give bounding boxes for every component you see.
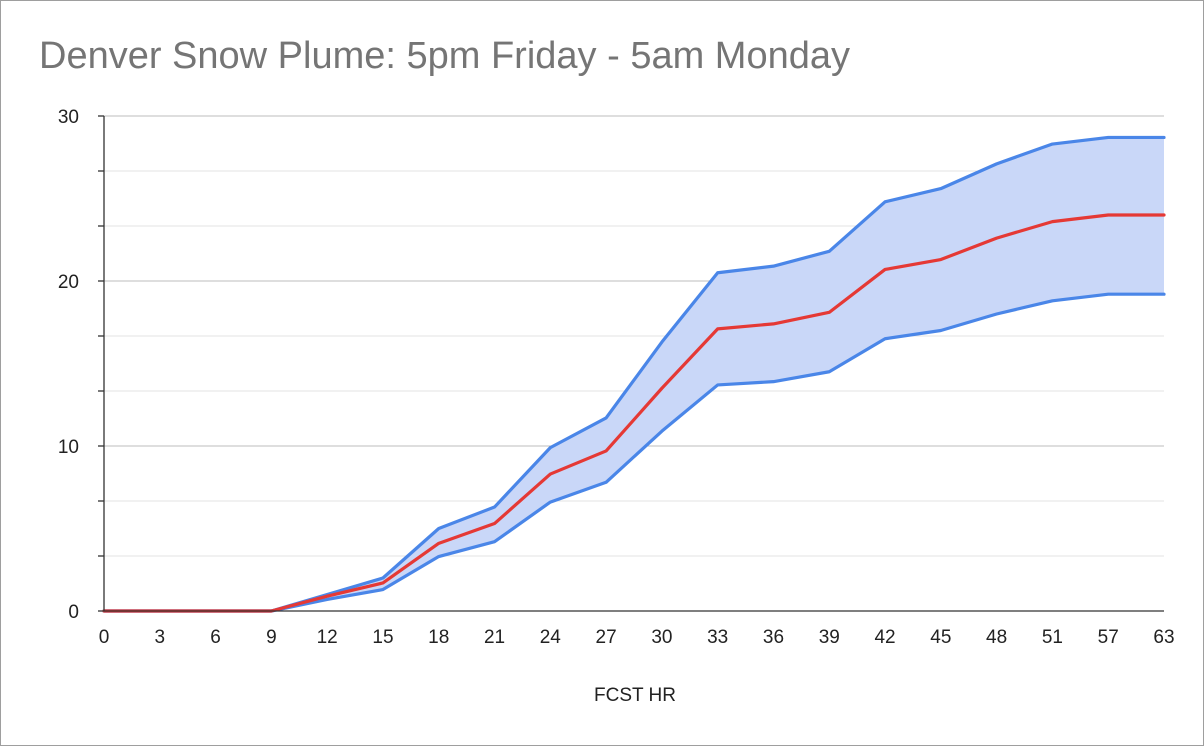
y-tick-label: 30 bbox=[58, 107, 79, 128]
x-tick-label: 9 bbox=[266, 627, 277, 648]
x-tick-label: 15 bbox=[372, 627, 393, 648]
series-line-mean bbox=[102, 213, 1166, 613]
band-layer bbox=[104, 137, 1164, 611]
x-tick-label: 3 bbox=[155, 627, 166, 648]
chart-title: Denver Snow Plume: 5pm Friday - 5am Mond… bbox=[39, 35, 850, 77]
x-tick-label: 42 bbox=[874, 627, 895, 648]
x-tick-label: 63 bbox=[1153, 627, 1174, 648]
x-tick-label: 30 bbox=[651, 627, 672, 648]
x-tick-label: 21 bbox=[484, 627, 505, 648]
y-tick-label: 10 bbox=[58, 437, 79, 458]
x-tick-label: 12 bbox=[317, 627, 338, 648]
x-tick-label: 24 bbox=[540, 627, 562, 648]
x-tick-label: 18 bbox=[428, 627, 449, 648]
x-tick-label: 57 bbox=[1098, 627, 1119, 648]
x-tick-label: 6 bbox=[210, 627, 221, 648]
x-tick-label: 33 bbox=[707, 627, 728, 648]
x-axis-label: FCST HR bbox=[594, 685, 676, 706]
x-tick-label: 48 bbox=[986, 627, 1007, 648]
x-tick-label: 36 bbox=[763, 627, 784, 648]
line-layer bbox=[102, 135, 1166, 613]
y-tick-label: 20 bbox=[58, 272, 79, 293]
x-tick-label: 39 bbox=[819, 627, 840, 648]
x-tick-label: 45 bbox=[930, 627, 951, 648]
x-tick-label: 51 bbox=[1042, 627, 1063, 648]
x-tick-label: 27 bbox=[596, 627, 617, 648]
x-tick-label: 0 bbox=[99, 627, 110, 648]
y-tick-label: 0 bbox=[68, 602, 79, 623]
plume-band bbox=[104, 137, 1164, 611]
